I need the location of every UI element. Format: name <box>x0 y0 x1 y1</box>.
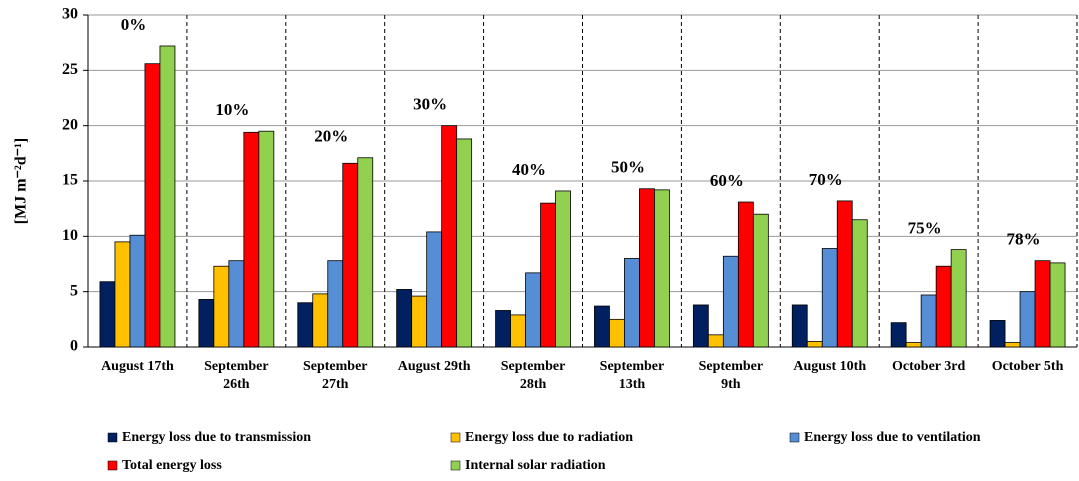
bar <box>722 255 739 348</box>
y-tick-label: 15 <box>62 172 78 189</box>
annotation: 78% <box>1007 230 1041 249</box>
bar <box>357 157 374 348</box>
bar <box>342 162 359 348</box>
x-tick-line: 28th <box>520 377 547 392</box>
bar <box>411 295 428 348</box>
x-tick-line: 27th <box>322 377 349 392</box>
bar <box>707 334 724 348</box>
annotation: 70% <box>809 170 843 189</box>
y-axis-label: [MJ m⁻²d⁻¹] <box>13 138 30 224</box>
bar <box>836 200 853 348</box>
bar <box>228 260 245 348</box>
bar <box>624 258 640 348</box>
annotation: 60% <box>710 171 744 190</box>
bar <box>426 231 443 348</box>
bar <box>243 131 260 348</box>
legend-label: Energy loss due to transmission <box>122 430 311 445</box>
legend-label: Energy loss due to radiation <box>465 430 633 445</box>
bar <box>692 304 709 348</box>
bar <box>821 248 838 348</box>
x-tick-line: September <box>204 359 269 374</box>
y-tick-label: 30 <box>62 6 78 23</box>
bar <box>851 219 868 348</box>
legend-swatch <box>107 460 118 471</box>
bar <box>791 304 808 348</box>
annotation: 30% <box>413 95 447 114</box>
bar <box>114 241 131 348</box>
legend-label: Energy loss due to ventilation <box>804 430 981 445</box>
bar <box>1034 260 1051 348</box>
legend-swatch <box>450 460 461 471</box>
bar <box>609 318 625 348</box>
bar <box>935 265 952 348</box>
annotation: 10% <box>215 100 249 119</box>
bar <box>752 213 769 348</box>
legend-swatch <box>789 432 800 443</box>
bar <box>594 305 610 348</box>
annotation: 0% <box>121 15 147 34</box>
y-tick-label: 25 <box>62 61 78 78</box>
y-tick-label: 10 <box>62 227 78 244</box>
x-tick-line: 13th <box>619 377 646 392</box>
legend-swatch <box>107 432 118 443</box>
bar <box>99 281 116 348</box>
annotation: 50% <box>611 158 645 177</box>
x-tick-label: August 29th <box>398 359 471 374</box>
bar <box>327 260 344 348</box>
x-tick-label: September 26th <box>204 359 269 392</box>
x-tick-line: September <box>303 359 368 374</box>
annotation: 20% <box>314 127 348 146</box>
y-tick-label: 5 <box>70 282 78 299</box>
x-tick-label: October 3rd <box>892 359 965 374</box>
annotation: 75% <box>908 219 942 238</box>
legend-label: Total energy loss <box>122 458 222 473</box>
x-tick-label: September 13th <box>600 359 665 392</box>
bar <box>396 289 413 348</box>
x-tick-label: August 17th <box>101 359 174 374</box>
x-tick-label: September 9th <box>699 359 764 392</box>
bar <box>525 272 541 348</box>
legend-swatch <box>450 432 461 443</box>
bar <box>1004 342 1021 348</box>
annotation: 40% <box>512 160 546 179</box>
bar <box>198 299 215 348</box>
x-tick-line: September <box>501 359 566 374</box>
bar <box>297 302 314 348</box>
bar <box>159 45 176 348</box>
x-tick-line: 9th <box>721 377 741 392</box>
bar <box>258 130 275 348</box>
x-tick-label: August 10th <box>793 359 866 374</box>
x-tick-line: 26th <box>223 377 250 392</box>
x-tick-label: September 28th <box>501 359 566 392</box>
legend-label: Internal solar radiation <box>465 458 606 473</box>
bar <box>989 320 1006 348</box>
bar <box>737 201 754 348</box>
bar <box>920 294 937 348</box>
x-tick-label: October 5th <box>992 359 1064 374</box>
bar <box>144 63 161 348</box>
bar <box>806 341 823 348</box>
bar <box>213 265 230 348</box>
bar <box>495 310 511 348</box>
bar <box>555 190 571 348</box>
bar <box>1019 291 1036 348</box>
bar <box>950 249 967 348</box>
x-tick-line: September <box>600 359 665 374</box>
bar <box>890 322 907 348</box>
bar <box>456 138 473 348</box>
bar <box>312 293 329 348</box>
x-tick-label: September 27th <box>303 359 368 392</box>
bar <box>441 125 458 348</box>
bar <box>905 342 922 348</box>
bar <box>639 188 655 348</box>
y-tick-label: 0 <box>70 338 78 355</box>
y-tick-label: 20 <box>62 116 78 133</box>
bar <box>540 202 556 348</box>
bar <box>1049 262 1066 348</box>
bar <box>510 314 526 348</box>
bar <box>654 189 670 348</box>
bar <box>129 234 146 348</box>
x-tick-line: September <box>699 359 764 374</box>
